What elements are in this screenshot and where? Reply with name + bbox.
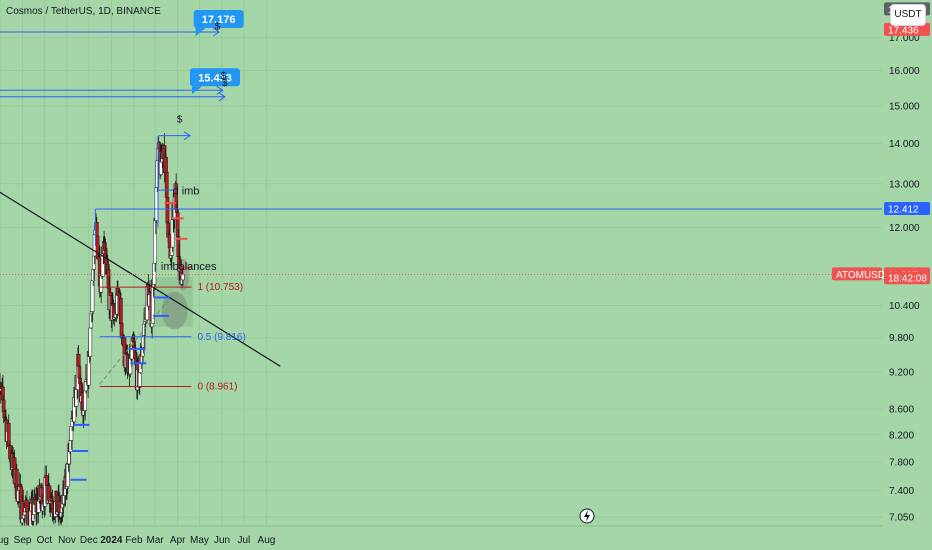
lightning-icon-bolt xyxy=(584,510,590,522)
price-tag-text: 12.412 xyxy=(888,204,919,215)
price-tag-text: 18:42:08 xyxy=(888,274,927,285)
time-axis-label: Dec xyxy=(80,535,98,546)
fib-level-label: 0 (8.961) xyxy=(197,381,237,392)
candle xyxy=(164,171,169,200)
price-tag-text: ATOMUSDT xyxy=(836,270,891,281)
price-axis-label: 7.050 xyxy=(889,513,914,524)
price-tag: 17.436 xyxy=(884,22,930,36)
candle-body xyxy=(88,327,93,357)
callout-pointer xyxy=(195,28,206,37)
price-tag: 12.412 xyxy=(884,201,930,215)
grid-lines xyxy=(0,0,882,526)
chart-annotation: imbalances xyxy=(161,261,217,273)
price-axis-label: 8.200 xyxy=(889,430,914,441)
chart-annotation: $ xyxy=(215,22,221,33)
price-axis-label: 9.200 xyxy=(889,368,914,379)
chart-annotation: $ xyxy=(177,114,183,125)
support-dashed-line xyxy=(99,294,173,385)
lightning-icon[interactable] xyxy=(579,508,595,524)
symbol-title: Cosmos / TetherUS, 1D, BINANCE xyxy=(6,6,161,17)
price-tag-bg xyxy=(832,267,882,281)
price-axis-label: 15.000 xyxy=(889,101,920,112)
candle-body xyxy=(164,171,169,198)
price-axis-label: 16.000 xyxy=(889,66,920,77)
candle-body xyxy=(108,291,113,296)
price-axis-label: 12.000 xyxy=(889,223,920,234)
time-axis-bg xyxy=(0,526,882,550)
price-tag-bg xyxy=(884,201,930,215)
time-axis-label: Aug xyxy=(0,535,9,546)
candle-body xyxy=(137,372,142,388)
price-axis-label: 17.000 xyxy=(889,33,920,44)
price-axis-label: 10.400 xyxy=(889,301,920,312)
price-axis-label: 14.000 xyxy=(889,139,920,150)
arrow-head xyxy=(218,92,226,102)
time-axis-label: Jun xyxy=(214,535,230,546)
price-tag-text: 17.436 xyxy=(888,25,919,36)
arrow-head xyxy=(216,85,224,95)
time-axis-label: Feb xyxy=(125,535,143,546)
candle-body xyxy=(118,298,123,324)
time-axis-label: May xyxy=(190,535,209,546)
price-tag-bg xyxy=(884,22,930,36)
price-axis-label: 8.600 xyxy=(889,404,914,415)
time-axis-label: Jul xyxy=(237,535,250,546)
callout-label: 17.176 xyxy=(202,14,236,26)
price-axis-label: 13.000 xyxy=(889,179,920,190)
price-callout: 17.176 xyxy=(193,10,244,37)
callout-pointer xyxy=(192,86,203,95)
candle xyxy=(180,269,185,286)
time-axis-label: Sep xyxy=(14,535,32,546)
price-tag-bg xyxy=(884,271,930,285)
trendline xyxy=(0,191,281,367)
callout-box xyxy=(193,10,244,29)
candle-body xyxy=(180,274,185,281)
price-axis-label: 7.800 xyxy=(889,458,914,469)
candles xyxy=(0,133,185,540)
arrow-head xyxy=(212,27,221,37)
price-axis-label: 7.400 xyxy=(889,486,914,497)
chart-annotation: d imb xyxy=(173,185,200,197)
candle-body xyxy=(76,354,81,367)
arrow-head xyxy=(183,131,191,141)
price-tag: 18:42:08 xyxy=(884,271,930,285)
time-axis-label: Aug xyxy=(258,535,276,546)
time-axis-label: Nov xyxy=(58,535,76,546)
callout-label: 15.433 xyxy=(198,72,232,84)
chart-annotation: $ xyxy=(222,78,228,89)
time-axis-label: Apr xyxy=(170,535,186,546)
time-axis-label: Mar xyxy=(146,535,164,546)
fib-level-label: 1 (10.753) xyxy=(197,282,243,293)
candle-body xyxy=(150,323,155,328)
candle-body xyxy=(165,197,170,224)
price-callout: 15.433 xyxy=(190,68,241,95)
price-axis-label: 9.800 xyxy=(889,333,914,344)
time-axis-label: Oct xyxy=(37,535,53,546)
fib-level-label: 0.5 (9.816) xyxy=(197,332,245,343)
chart-annotation: $ xyxy=(221,71,227,82)
candle xyxy=(88,326,93,361)
imbalance-marker xyxy=(161,291,188,330)
callout-box xyxy=(190,68,241,87)
time-axis-label: 2024 xyxy=(100,535,123,546)
candle-body xyxy=(164,156,168,173)
price-tag: ATOMUSDT xyxy=(832,267,891,281)
candle-body xyxy=(83,390,88,411)
currency-button[interactable]: USDT xyxy=(890,4,926,26)
